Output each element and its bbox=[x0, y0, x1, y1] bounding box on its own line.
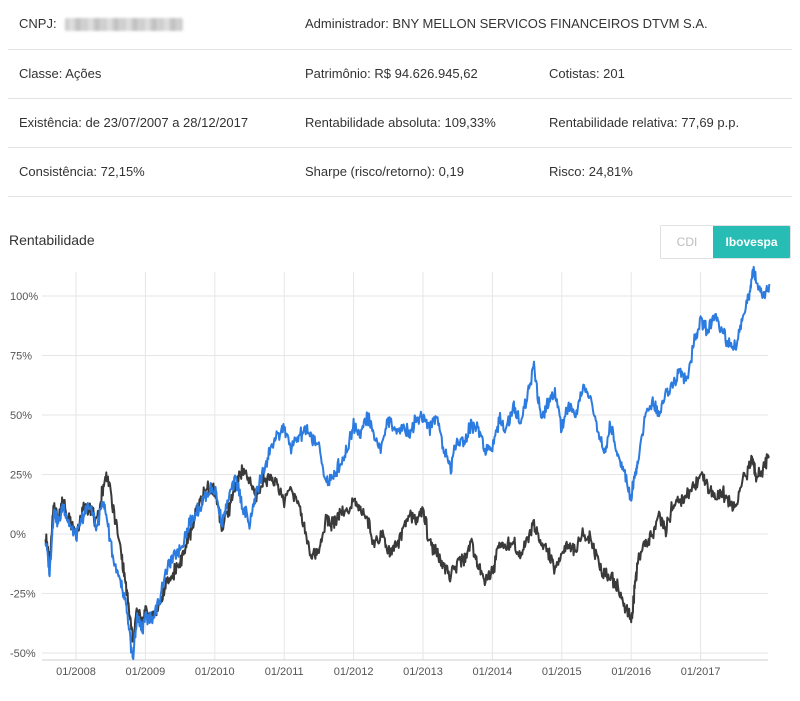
patrimonio-field: Patrimônio: R$ 94.626.945,62 bbox=[305, 66, 478, 81]
cnpj-redacted-value bbox=[64, 18, 183, 32]
classe-field: Classe: Ações bbox=[19, 66, 102, 81]
existencia-field: Existência: de 23/07/2007 a 28/12/2017 bbox=[19, 115, 249, 130]
info-row-3: Existência: de 23/07/2007 a 28/12/2017 R… bbox=[8, 99, 792, 148]
rentabilidade-chart: 100% 75% 50% 25% 0% -25% -50% 01/2008 01/2009 01/… bbox=[10, 265, 771, 678]
cnpj-field: CNPJ: bbox=[19, 0, 183, 48]
x-tick-label: 01/2009 bbox=[126, 666, 166, 678]
administrador-field: Administrador: BNY MELLON SERVICOS FINAN… bbox=[305, 16, 708, 31]
x-tick-label: 01/2010 bbox=[195, 666, 235, 678]
ibovespa-series-line bbox=[44, 453, 770, 643]
y-tick-label: 100% bbox=[10, 291, 38, 303]
x-tick-label: 01/2013 bbox=[403, 666, 443, 678]
rentabilidade-title: Rentabilidade bbox=[9, 232, 95, 248]
chart-series bbox=[44, 265, 771, 661]
rentabilidade-absoluta-field: Rentabilidade absoluta: 109,33% bbox=[305, 115, 496, 130]
consistencia-field: Consistência: 72,15% bbox=[19, 164, 145, 179]
x-tick-label: 01/2012 bbox=[334, 666, 374, 678]
x-tick-label: 01/2008 bbox=[56, 666, 96, 678]
x-tick-label: 01/2011 bbox=[265, 666, 304, 678]
rentabilidade-relativa-field: Rentabilidade relativa: 77,69 p.p. bbox=[549, 115, 740, 130]
x-tick-label: 01/2014 bbox=[473, 666, 513, 678]
ibovespa-toggle-button[interactable]: Ibovespa bbox=[713, 226, 790, 258]
benchmark-toggle: CDI Ibovespa bbox=[660, 225, 791, 259]
y-tick-label: 25% bbox=[10, 470, 32, 482]
cotistas-field: Cotistas: 201 bbox=[549, 66, 625, 81]
x-tick-label: 01/2015 bbox=[542, 666, 582, 678]
y-tick-label: -50% bbox=[10, 648, 36, 660]
y-tick-label: 50% bbox=[10, 410, 32, 422]
y-tick-label: 0% bbox=[10, 529, 26, 541]
info-row-4: Consistência: 72,15% Sharpe (risco/retor… bbox=[8, 148, 792, 197]
y-tick-label: -25% bbox=[10, 589, 36, 601]
cdi-toggle-button[interactable]: CDI bbox=[661, 226, 713, 258]
cnpj-label: CNPJ: bbox=[19, 16, 57, 31]
y-tick-label: 75% bbox=[10, 351, 32, 363]
sharpe-field: Sharpe (risco/retorno): 0,19 bbox=[305, 164, 464, 179]
chart-grid bbox=[42, 272, 768, 661]
fund-series-line bbox=[44, 265, 771, 661]
info-row-1: CNPJ: Administrador: BNY MELLON SERVICOS… bbox=[8, 0, 792, 50]
x-tick-label: 01/2016 bbox=[611, 666, 651, 678]
risco-field: Risco: 24,81% bbox=[549, 164, 633, 179]
chart-axis-labels: 100% 75% 50% 25% 0% -25% -50% 01/2008 01/2009 01/… bbox=[10, 291, 720, 678]
fund-info-table: CNPJ: Administrador: BNY MELLON SERVICOS… bbox=[8, 0, 792, 197]
info-row-2: Classe: Ações Patrimônio: R$ 94.626.945,… bbox=[8, 50, 792, 99]
x-tick-label: 01/2017 bbox=[681, 666, 721, 678]
